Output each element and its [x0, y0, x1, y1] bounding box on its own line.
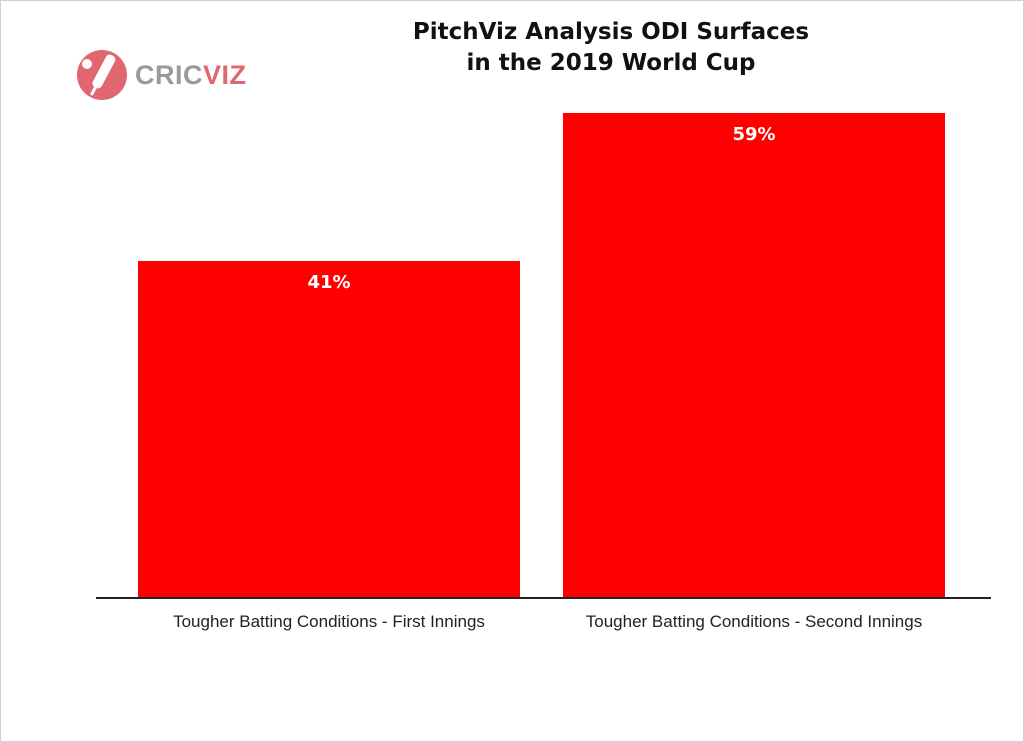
bar-2 [563, 113, 945, 598]
chart-title-line-1: PitchViz Analysis ODI Surfaces [412, 19, 810, 45]
x-tick-label-2: Tougher Batting Conditions - Second Inni… [586, 612, 922, 631]
chart-title: PitchViz Analysis ODI Surfaces in the 20… [281, 17, 941, 79]
bar-1 [138, 260, 520, 598]
wordmark-viz: VIZ [203, 59, 247, 90]
chart-title-line-2: in the 2019 World Cup [466, 50, 756, 76]
cricviz-logo: CRICVIZ [75, 47, 247, 103]
bar-value-label-1: 41% [307, 272, 350, 293]
x-tick-label-1: Tougher Batting Conditions - First Innin… [173, 612, 485, 631]
wordmark-cric: CRIC [135, 59, 203, 90]
cricket-bat-ball-icon [77, 50, 127, 100]
bar-value-label-2: 59% [732, 124, 775, 145]
cricviz-wordmark: CRICVIZ [135, 60, 247, 91]
